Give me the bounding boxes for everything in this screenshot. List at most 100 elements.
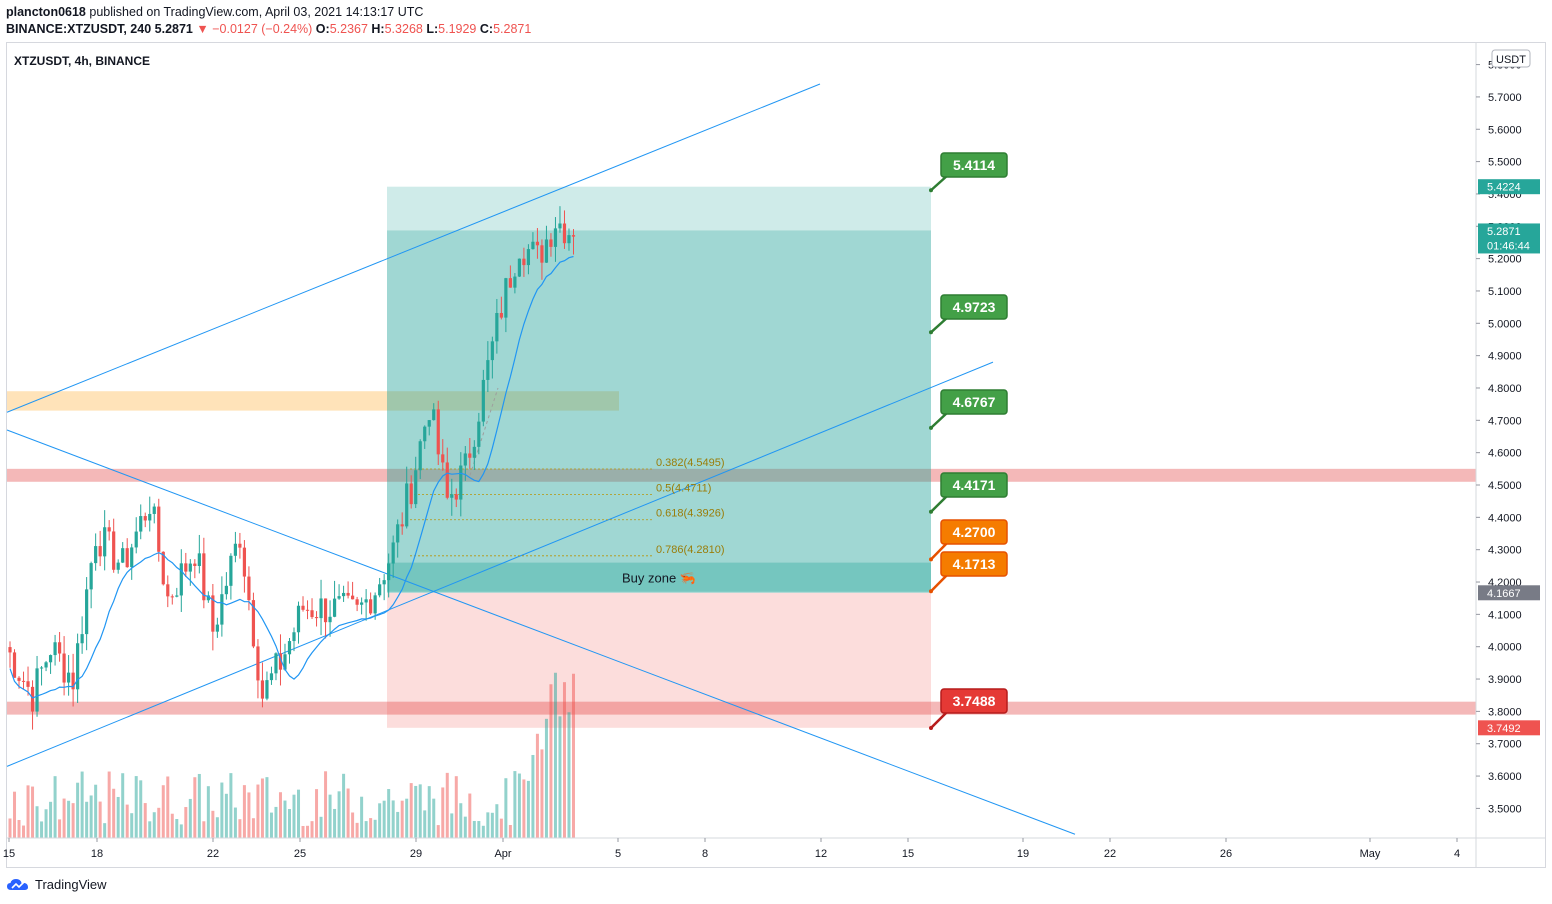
candle-body bbox=[229, 555, 233, 586]
callout-label: 5.4114 bbox=[953, 157, 995, 173]
volume-bar bbox=[62, 798, 66, 838]
volume-bar bbox=[287, 809, 291, 838]
candle-body bbox=[346, 592, 350, 596]
candle-body bbox=[319, 598, 323, 619]
volume-bar bbox=[432, 798, 436, 838]
volume-bar bbox=[94, 784, 98, 838]
volume-bar bbox=[346, 788, 350, 838]
volume-bar bbox=[364, 821, 368, 838]
candle-body bbox=[242, 547, 247, 577]
callout-label: 4.9723 bbox=[953, 299, 996, 315]
candle-body bbox=[238, 543, 242, 548]
callout-box bbox=[940, 472, 1008, 498]
volume-bar bbox=[67, 800, 71, 838]
candle-body bbox=[301, 605, 305, 610]
candle-body bbox=[152, 506, 156, 514]
volume-bar bbox=[526, 780, 530, 838]
volume-bar bbox=[369, 818, 373, 838]
close-value: 5.2871 bbox=[493, 22, 532, 36]
price-tick-label: 4.9000 bbox=[1488, 351, 1522, 363]
volume-bar bbox=[409, 783, 413, 838]
volume-bar bbox=[405, 798, 409, 838]
volume-bar bbox=[125, 804, 129, 838]
callout-anchor-dot bbox=[929, 509, 933, 514]
candle-body bbox=[562, 223, 567, 244]
volume-bar bbox=[170, 813, 174, 838]
candle-body bbox=[553, 228, 558, 247]
candle-body bbox=[382, 580, 386, 585]
candle-body bbox=[197, 553, 201, 566]
volume-bar bbox=[103, 823, 107, 838]
volume-bar bbox=[89, 795, 93, 838]
volume-bar bbox=[310, 821, 314, 838]
last-price: 5.2871 bbox=[154, 22, 193, 36]
price-tick-label: 4.7000 bbox=[1488, 415, 1522, 427]
candle-body bbox=[143, 516, 147, 521]
candle-body bbox=[369, 599, 373, 614]
candle-body bbox=[53, 642, 57, 656]
publish-info: plancton0618 published on TradingView.co… bbox=[6, 5, 423, 19]
volume-bar bbox=[382, 800, 386, 838]
callout-box bbox=[940, 294, 1008, 320]
candle-body bbox=[157, 506, 161, 552]
candle-body bbox=[332, 598, 337, 617]
tradingview-logo[interactable]: TradingView bbox=[6, 877, 107, 892]
callout-box bbox=[940, 688, 1008, 714]
volume-bar bbox=[112, 788, 116, 838]
candle-body bbox=[445, 462, 449, 498]
volume-bar bbox=[274, 806, 278, 838]
candle-body bbox=[477, 421, 481, 447]
volume-bar bbox=[184, 807, 188, 838]
candle-body bbox=[130, 547, 134, 568]
volume-bar bbox=[40, 821, 44, 838]
callout-box bbox=[940, 152, 1008, 178]
candle-body bbox=[215, 624, 219, 632]
candle-body bbox=[112, 531, 116, 570]
volume-bar bbox=[328, 794, 332, 838]
callout-box bbox=[940, 389, 1008, 415]
buy-zone-label: Buy zone 🦐 bbox=[622, 571, 696, 586]
volume-bar bbox=[553, 672, 557, 838]
candle-body bbox=[265, 680, 269, 699]
price-change: −0.0127 (−0.24%) bbox=[212, 22, 313, 36]
volume-bar bbox=[571, 673, 575, 838]
legend-title: XTZUSDT, 4h, BINANCE bbox=[14, 54, 150, 68]
time-tick-label: 4 bbox=[1454, 848, 1460, 860]
moving-average-line bbox=[9, 255, 574, 699]
author-name[interactable]: plancton0618 bbox=[6, 5, 86, 19]
currency-badge-box[interactable] bbox=[1491, 49, 1531, 68]
time-tick-label: 26 bbox=[1220, 848, 1232, 860]
callout-box bbox=[940, 519, 1008, 545]
volume-bar bbox=[35, 806, 39, 838]
volume-bar bbox=[549, 684, 553, 838]
candle-body bbox=[490, 341, 494, 361]
open-label: O: bbox=[315, 22, 330, 36]
candle-body bbox=[436, 409, 440, 455]
candles-layer bbox=[8, 206, 576, 730]
candle-body bbox=[256, 646, 260, 681]
position-profit-area bbox=[387, 186, 931, 593]
candle-body bbox=[508, 278, 512, 288]
close-label: C: bbox=[479, 22, 494, 36]
volume-bar bbox=[269, 812, 273, 838]
high-value: 5.3268 bbox=[384, 22, 423, 36]
candle-body bbox=[175, 595, 179, 597]
candle-body bbox=[184, 563, 188, 572]
candle-body bbox=[373, 595, 377, 614]
callout-anchor-dot bbox=[929, 725, 933, 730]
time-tick-label: 19 bbox=[1017, 848, 1029, 860]
volume-bar bbox=[233, 807, 237, 838]
candle-body bbox=[499, 312, 503, 318]
volume-bar bbox=[324, 771, 328, 838]
candle-body bbox=[310, 610, 314, 618]
price-tick-label: 5.7000 bbox=[1488, 92, 1522, 104]
volume-bar bbox=[157, 807, 161, 838]
price-label-text: 5.2871 bbox=[1487, 226, 1521, 238]
zone-resistance bbox=[7, 391, 619, 411]
price-tick-label: 3.5000 bbox=[1488, 803, 1522, 815]
volume-bar bbox=[441, 787, 445, 838]
candle-body bbox=[409, 483, 413, 505]
price-tick-label: 4.4000 bbox=[1488, 512, 1522, 524]
candle-body bbox=[450, 494, 454, 498]
